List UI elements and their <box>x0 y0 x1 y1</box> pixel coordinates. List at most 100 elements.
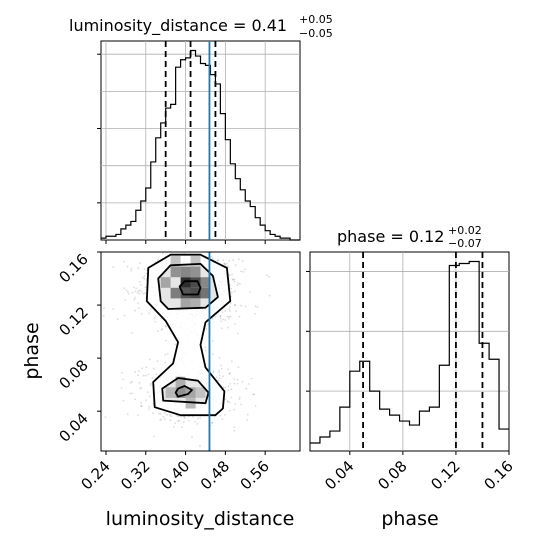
joint-sample-point <box>252 393 255 396</box>
ld-xtick-label-0: 0.24 <box>77 457 113 493</box>
joint-sample-point <box>233 429 236 432</box>
joint-sample-point <box>219 317 222 320</box>
joint-sample-point <box>212 370 215 373</box>
joint-sample-point <box>233 408 236 411</box>
joint-sample-point <box>148 408 150 411</box>
joint-sample-point <box>155 373 158 376</box>
joint-sample-point <box>220 364 222 367</box>
joint-sample-point <box>131 291 134 294</box>
joint-sample-point <box>140 402 143 404</box>
joint-sample-point <box>130 267 133 270</box>
joint-sample-point <box>102 314 105 317</box>
joint-sample-point <box>228 409 231 412</box>
title-phase: phase = 0.12 <box>337 227 444 246</box>
joint-density-cell-6 <box>170 266 181 278</box>
joint-sample-point <box>123 287 126 290</box>
joint-sample-point <box>205 349 207 352</box>
joint-sample-point <box>143 275 146 277</box>
joint-sample-point <box>222 259 225 261</box>
joint-sample-point <box>147 373 150 376</box>
joint-sample-point <box>140 405 142 407</box>
joint-sample-point <box>140 312 143 315</box>
joint-contour-2-0 <box>145 253 232 417</box>
joint-sample-point <box>211 422 214 424</box>
joint-sample-point <box>162 252 164 255</box>
joint-sample-point <box>236 332 239 335</box>
joint-sample-point <box>223 263 226 265</box>
joint-contour-0-1 <box>174 385 193 398</box>
joint-sample-point <box>159 419 162 422</box>
joint-sample-point <box>232 259 235 262</box>
joint-sample-point <box>148 405 151 408</box>
joint-density-cell-5 <box>200 287 211 299</box>
joint-sample-point <box>237 281 239 284</box>
joint-sample-point <box>133 286 136 289</box>
joint-sample-point <box>199 445 201 447</box>
joint-sample-point <box>169 419 172 422</box>
joint-sample-point <box>204 346 207 349</box>
title-luminosity-distance: luminosity_distance = 0.41 <box>69 16 287 36</box>
joint-sample-point <box>218 371 221 374</box>
xlabel-phase: phase <box>381 508 438 530</box>
joint-sample-point <box>228 317 230 320</box>
panel-ld-histogram: luminosity_distance = 0.41 +0.05 −0.05 <box>69 13 333 244</box>
joint-sample-point <box>144 286 147 289</box>
joint-sample-point <box>230 295 233 298</box>
joint-sample-point <box>129 392 132 395</box>
joint-sample-point <box>138 289 141 292</box>
joint-sample-point <box>151 377 154 379</box>
joint-sample-point <box>249 291 252 293</box>
joint-sample-point <box>220 327 223 330</box>
joint-sample-point <box>157 330 159 332</box>
joint-sample-point <box>224 319 227 321</box>
joint-sample-point <box>165 413 168 416</box>
joint-sample-point <box>224 398 227 401</box>
ld-hist-quantiles <box>164 41 217 240</box>
joint-sample-point <box>127 291 129 293</box>
joint-sample-point <box>228 260 231 262</box>
joint-sample-point <box>137 290 140 292</box>
joint-sample-point <box>123 314 126 317</box>
joint-sample-point <box>135 287 138 290</box>
joint-sample-point <box>231 273 234 276</box>
joint-sample-point <box>221 418 224 421</box>
joint-sample-point <box>250 377 253 380</box>
joint-sample-point <box>227 385 230 388</box>
joint-sample-point <box>139 387 141 390</box>
joint-sample-point <box>228 372 231 375</box>
joint-density-cell-17 <box>165 387 176 398</box>
joint-density-cell-0 <box>180 277 191 288</box>
joint-contour-0-0 <box>178 280 202 296</box>
joint-sample-point <box>226 315 229 318</box>
joint-density-cell-2 <box>170 287 181 299</box>
joint-sample-point <box>229 310 231 312</box>
joint-sample-point <box>238 258 240 260</box>
joint-sample-point <box>226 262 228 265</box>
joint-sample-point <box>212 353 214 356</box>
joint-sample-point <box>149 384 152 387</box>
joint-sample-point <box>191 436 193 438</box>
phase-xtick-label-0: 0.04 <box>321 457 357 493</box>
joint-density-cell-4 <box>190 287 201 299</box>
joint-sample-point <box>141 367 144 370</box>
joint-sample-point <box>229 274 231 277</box>
ld-xtick-label-2: 0.40 <box>157 457 193 493</box>
joint-density-cell-15 <box>175 387 186 398</box>
joint-sample-point <box>242 271 245 273</box>
joint-sample-point <box>227 389 230 392</box>
joint-sample-point <box>139 262 142 265</box>
joint-sample-point <box>268 275 270 278</box>
joint-sample-point <box>133 298 136 301</box>
joint-sample-point <box>221 311 224 313</box>
joint-sample-point <box>236 378 239 381</box>
joint-sample-point <box>138 381 141 384</box>
joint-sample-point <box>248 383 250 385</box>
joint-sample-point <box>218 377 221 380</box>
joint-density-cell-20 <box>195 387 206 398</box>
joint-sample-point <box>210 421 213 424</box>
joint-sample-point <box>219 315 222 318</box>
joint-sample-point <box>234 304 236 306</box>
joint-sample-point <box>210 255 213 258</box>
joint-sample-point <box>222 386 225 389</box>
joint-sample-point <box>199 416 202 419</box>
